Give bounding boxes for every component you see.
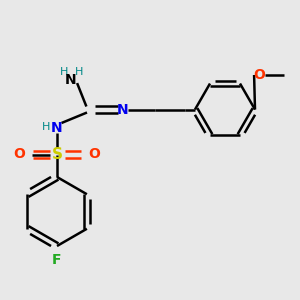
Text: H: H — [75, 67, 83, 77]
Text: N: N — [65, 73, 76, 86]
Text: H: H — [42, 122, 51, 133]
Text: O: O — [88, 148, 101, 161]
Text: O: O — [254, 68, 266, 82]
Text: F: F — [52, 253, 62, 266]
Text: H: H — [60, 67, 68, 77]
Text: N: N — [51, 121, 63, 134]
Text: N: N — [117, 103, 129, 116]
Text: S: S — [52, 147, 62, 162]
Text: O: O — [14, 148, 26, 161]
